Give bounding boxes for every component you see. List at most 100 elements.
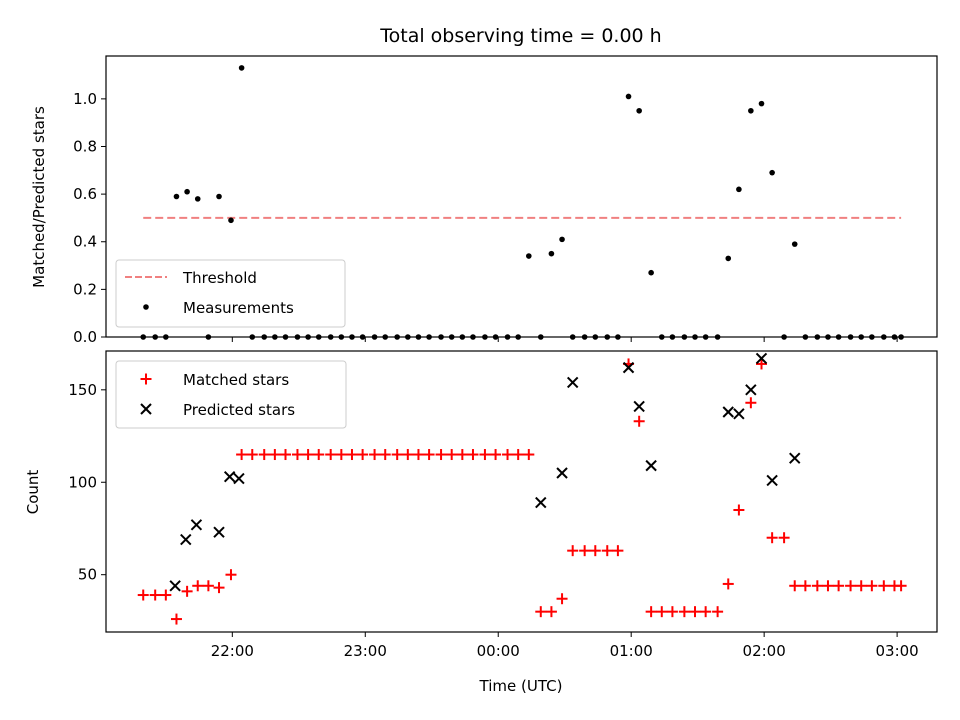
predicted-star-marker xyxy=(213,526,225,538)
matched-star-marker xyxy=(778,532,790,544)
matched-star-marker xyxy=(170,613,182,625)
matched-star-marker xyxy=(733,504,745,516)
count-x-tick-label: 03:00 xyxy=(875,642,918,660)
matched-star-marker xyxy=(755,358,767,370)
predicted-star-marker xyxy=(633,400,645,413)
count-x-tick-label: 23:00 xyxy=(344,642,387,660)
count-y-tick-label: 50 xyxy=(78,566,97,584)
predicted-star-marker xyxy=(223,471,236,483)
matched-star-marker xyxy=(357,449,369,461)
legend-predicted-label: Predicted stars xyxy=(183,401,295,419)
count-panel: 50 100 150 22:00 23:00 00:00 01:00 02:00 03:00 C… xyxy=(24,350,938,695)
predicted-star-marker xyxy=(233,472,245,485)
matched-star-marker xyxy=(895,580,907,592)
measurement-point xyxy=(748,107,754,114)
ratio-y-tick-label: 0.6 xyxy=(73,185,97,203)
matched-star-marker xyxy=(335,449,347,461)
ratio-panel: 0.0 0.2 0.4 0.6 0.8 1.0 Matched/Predicted sta… xyxy=(30,55,938,346)
matched-star-marker xyxy=(612,545,624,557)
ratio-legend: Threshold Measurements xyxy=(115,259,346,328)
legend-predicted-marker xyxy=(140,403,152,415)
measurement-point xyxy=(736,186,742,193)
legend-predicted-cross xyxy=(140,403,152,415)
count-x-tick-label: 02:00 xyxy=(743,642,786,660)
matched-star-marker xyxy=(313,449,325,461)
predicted-star-marker xyxy=(755,352,768,365)
predicted-star-marker xyxy=(180,533,192,546)
matched-star-marker xyxy=(149,589,161,601)
matched-star-marker xyxy=(811,580,823,592)
matched-star-marker xyxy=(490,449,502,461)
matched-star-marker xyxy=(556,593,568,605)
matched-star-marker xyxy=(325,449,337,461)
predicted-star-marker xyxy=(190,519,203,531)
matched-star-marker xyxy=(479,449,491,461)
matched-star-marker xyxy=(279,449,291,461)
matched-star-marker xyxy=(700,606,712,618)
measurement-point xyxy=(625,93,632,100)
measurement-point xyxy=(636,107,642,114)
measurement-point xyxy=(758,100,765,107)
legend-matched-label: Matched stars xyxy=(183,371,289,389)
predicted-star-marker xyxy=(745,384,757,396)
matched-star-marker xyxy=(633,415,645,427)
matched-star-marker xyxy=(192,580,204,592)
matched-star-marker xyxy=(379,449,391,461)
matched-star-marker xyxy=(346,449,358,461)
matched-star-marker xyxy=(236,449,248,461)
matched-star-marker xyxy=(766,532,778,544)
legend-matched-marker xyxy=(140,373,152,385)
measurement-point xyxy=(526,253,532,259)
matched-star-marker xyxy=(833,580,845,592)
matched-star-marker xyxy=(412,449,424,461)
matched-star-marker xyxy=(579,545,591,557)
matched-star-marker xyxy=(712,606,724,618)
legend-measurements-label: Measurements xyxy=(183,299,294,317)
matched-star-marker xyxy=(678,606,690,618)
measurement-point xyxy=(238,65,245,71)
matched-star-marker xyxy=(446,449,458,461)
matched-star-marker xyxy=(391,449,403,461)
matched-star-marker xyxy=(589,545,601,557)
matched-star-marker xyxy=(866,580,878,592)
matched-star-marker xyxy=(369,449,381,461)
count-x-tick-label: 01:00 xyxy=(610,642,653,660)
count-panel-frame xyxy=(105,350,938,633)
ratio-y-tick-label: 1.0 xyxy=(73,90,97,108)
ratio-y-tick-label: 0.4 xyxy=(73,233,97,251)
measurement-point xyxy=(194,196,201,202)
count-legend-box xyxy=(115,360,347,429)
matched-star-marker xyxy=(269,449,281,461)
matched-star-marker xyxy=(435,449,447,461)
matched-star-marker xyxy=(512,449,524,461)
matched-star-marker xyxy=(567,545,579,557)
count-legend: Matched stars Predicted stars xyxy=(115,360,347,429)
matched-star-marker xyxy=(745,397,757,409)
measurement-point xyxy=(548,250,555,257)
matched-star-marker xyxy=(202,580,214,592)
predicted-star-marker xyxy=(766,474,778,487)
predicted-star-marker xyxy=(566,376,579,389)
measurement-point xyxy=(769,169,775,176)
matched-star-marker xyxy=(258,449,270,461)
predicted-star-marker xyxy=(535,496,547,509)
matched-star-marker xyxy=(545,606,557,618)
measurement-point xyxy=(725,255,732,262)
ratio-y-axis-label: Matched/Predicted stars xyxy=(30,106,48,288)
matched-star-marker xyxy=(246,449,258,461)
matched-star-marker xyxy=(666,606,678,618)
measurement-point xyxy=(648,269,654,276)
figure-title: Total observing time = 0.00 h xyxy=(379,25,661,47)
predicted-star-marker xyxy=(622,361,635,374)
count-y-tick-label: 150 xyxy=(68,381,97,399)
legend-threshold-label: Threshold xyxy=(182,269,257,287)
x-axis-label: Time (UTC) xyxy=(479,677,563,695)
matched-star-marker xyxy=(845,580,857,592)
legend-matched-plus xyxy=(140,373,152,385)
predicted-star-marker xyxy=(789,452,801,464)
predicted-star-marker xyxy=(169,580,181,592)
ratio-y-tick-label: 0.8 xyxy=(73,137,97,155)
predicted-star-marker xyxy=(556,467,568,479)
ratio-legend-box xyxy=(115,259,346,328)
